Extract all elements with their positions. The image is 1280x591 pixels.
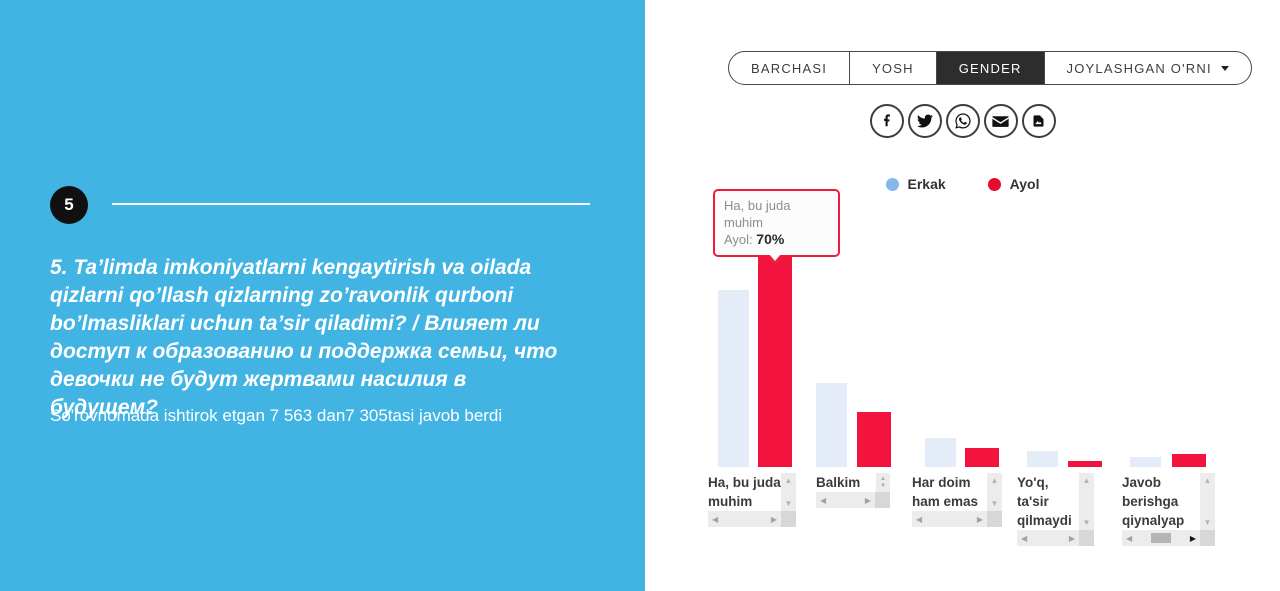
scrollbar-corner <box>875 492 890 508</box>
horizontal-scrollbar[interactable]: ◀ ▶ <box>1122 530 1200 546</box>
bar-erkak-3[interactable] <box>925 438 956 467</box>
bar-erkak-2[interactable] <box>816 383 847 467</box>
whatsapp-share-button[interactable] <box>945 104 980 138</box>
scrollbar-corner <box>1079 530 1094 546</box>
scroll-left-icon[interactable]: ◀ <box>820 495 827 505</box>
bar-ayol-2[interactable] <box>857 412 891 467</box>
tooltip-pointer-icon <box>765 256 785 266</box>
category-label-2: Balkim <box>816 475 861 490</box>
tab-gender[interactable]: GENDER <box>935 52 1044 84</box>
horizontal-scrollbar[interactable]: ◀ ▶ <box>1017 530 1079 546</box>
category-label-1: Ha, bu juda muhim <box>708 475 781 509</box>
category-label-box-1: Ha, bu juda muhim ▲ ▼ ◀ ▶ <box>708 473 796 527</box>
bar-ayol-4[interactable] <box>1068 461 1102 467</box>
scroll-up-icon[interactable]: ▲ <box>784 476 793 485</box>
legend-item-ayol[interactable]: Ayol <box>987 176 1040 192</box>
category-label-5: Javob berishga qiynalyap <box>1122 475 1185 528</box>
scroll-right-icon[interactable]: ▶ <box>1068 533 1075 543</box>
category-label-box-4: Yo'q, ta'sir qilmaydi ▲ ▼ ◀ ▶ <box>1017 473 1094 546</box>
download-image-button[interactable] <box>1021 104 1056 138</box>
filter-tab-bar: BARCHASI YOSH GENDER JOYLASHGAN O'RNI <box>728 51 1252 85</box>
tab-yosh-label: YOSH <box>872 60 914 76</box>
legend-ayol-label: Ayol <box>1009 176 1040 192</box>
horizontal-scrollbar[interactable]: ◀ ▶ <box>708 511 781 527</box>
tooltip-category: Ha, bu juda muhim <box>724 198 791 230</box>
vertical-scrollbar[interactable]: ▲ ▼ <box>1079 473 1094 530</box>
twitter-icon <box>916 113 933 129</box>
vertical-spinner[interactable]: ▲ ▼ <box>876 473 890 492</box>
tab-barchasi[interactable]: BARCHASI <box>729 52 849 84</box>
response-count-note: So'rovnomada ishtirok etgan 7 563 dan7 3… <box>50 406 503 425</box>
category-label-3: Har doim ham emas <box>912 475 979 509</box>
scroll-down-icon[interactable]: ▼ <box>880 482 886 489</box>
scroll-left-icon[interactable]: ◀ <box>1021 533 1028 543</box>
bar-erkak-4[interactable] <box>1027 451 1058 467</box>
whatsapp-icon <box>954 113 971 129</box>
horizontal-scrollbar[interactable]: ◀ ▶ <box>816 492 875 508</box>
tab-joylashgan-orni-label: JOYLASHGAN O'RNI <box>1066 60 1212 76</box>
scroll-down-icon[interactable]: ▼ <box>1203 518 1212 527</box>
scroll-right-icon[interactable]: ▶ <box>770 514 777 524</box>
tooltip-value: 70% <box>756 231 785 247</box>
scrollbar-corner <box>1200 530 1215 546</box>
scroll-right-icon[interactable]: ▶ <box>864 495 871 505</box>
vertical-scrollbar[interactable]: ▲ ▼ <box>781 473 796 511</box>
category-label-box-3: Har doim ham emas ▲ ▼ ◀ ▶ <box>912 473 1002 527</box>
legend-erkak-label: Erkak <box>907 176 946 192</box>
divider-line <box>112 203 590 205</box>
vertical-scrollbar[interactable]: ▲ ▼ <box>987 473 1002 511</box>
chart-legend: Erkak Ayol <box>645 176 1280 192</box>
bar-erkak-1[interactable] <box>718 290 749 467</box>
image-file-icon <box>1031 113 1046 129</box>
scroll-down-icon[interactable]: ▼ <box>1082 518 1091 527</box>
bar-ayol-3[interactable] <box>965 448 999 467</box>
question-text: 5. Ta’limda imkoniyatlarni kengaytirish … <box>50 256 558 419</box>
chart-tooltip: Ha, bu juda muhim Ayol: 70% <box>713 189 840 266</box>
category-label-box-5: Javob berishga qiynalyap ▲ ▼ ◀ ▶ <box>1122 473 1215 546</box>
share-bar <box>645 104 1280 138</box>
scroll-left-icon[interactable]: ◀ <box>712 514 719 524</box>
scroll-down-icon[interactable]: ▼ <box>784 499 793 508</box>
erkak-legend-dot-icon <box>885 177 899 191</box>
horizontal-scrollbar[interactable]: ◀ ▶ <box>912 511 987 527</box>
question-panel: 5 5. Ta’limda imkoniyatlarni kengaytiris… <box>0 0 645 591</box>
tooltip-pointer-fill <box>769 254 781 261</box>
vertical-scrollbar[interactable]: ▲ ▼ <box>1200 473 1215 530</box>
email-share-button[interactable] <box>983 104 1018 138</box>
tab-joylashgan-orni[interactable]: JOYLASHGAN O'RNI <box>1043 52 1251 84</box>
scroll-up-icon[interactable]: ▲ <box>1082 476 1091 485</box>
bar-ayol-1[interactable] <box>758 242 792 467</box>
scrollbar-thumb[interactable] <box>1151 533 1171 543</box>
scroll-right-icon[interactable]: ▶ <box>1189 533 1196 543</box>
chevron-down-icon <box>1220 65 1229 71</box>
scroll-right-icon[interactable]: ▶ <box>976 514 983 524</box>
legend-item-erkak[interactable]: Erkak <box>885 176 946 192</box>
tooltip-series-label: Ayol: <box>724 232 753 247</box>
email-icon <box>992 113 1009 130</box>
ayol-legend-dot-icon <box>987 177 1001 191</box>
tab-gender-label: GENDER <box>958 60 1022 76</box>
tab-barchasi-label: BARCHASI <box>751 60 828 76</box>
scroll-up-icon[interactable]: ▲ <box>1203 476 1212 485</box>
facebook-icon <box>880 114 894 128</box>
scroll-left-icon[interactable]: ◀ <box>1126 533 1133 543</box>
tooltip-value-line: Ayol: 70% <box>724 231 829 248</box>
bar-erkak-5[interactable] <box>1130 457 1161 467</box>
question-number-badge: 5 <box>50 186 88 224</box>
scroll-left-icon[interactable]: ◀ <box>916 514 923 524</box>
category-label-box-2: Balkim ▲ ▼ ◀ ▶ <box>816 473 890 508</box>
scrollbar-corner <box>987 511 1002 527</box>
twitter-share-button[interactable] <box>907 104 942 138</box>
scroll-up-icon[interactable]: ▲ <box>990 476 999 485</box>
scroll-down-icon[interactable]: ▼ <box>990 499 999 508</box>
category-label-4: Yo'q, ta'sir qilmaydi <box>1017 475 1072 528</box>
scrollbar-corner <box>781 511 796 527</box>
tab-yosh[interactable]: YOSH <box>849 52 936 84</box>
facebook-share-button[interactable] <box>869 104 904 138</box>
scroll-up-icon[interactable]: ▲ <box>880 475 886 482</box>
bar-ayol-5[interactable] <box>1172 454 1206 467</box>
